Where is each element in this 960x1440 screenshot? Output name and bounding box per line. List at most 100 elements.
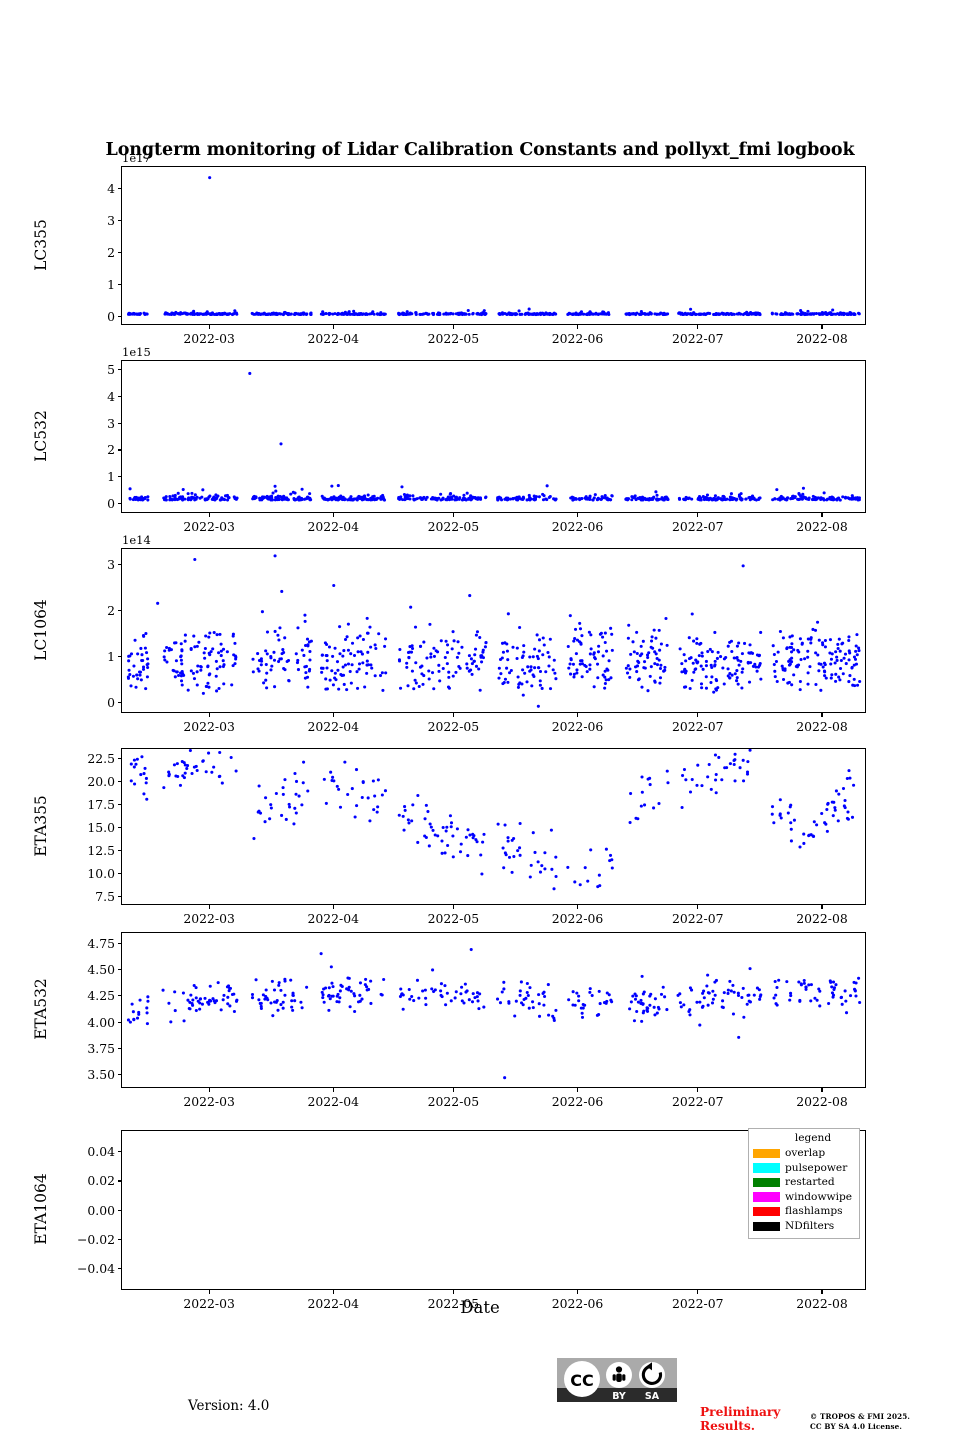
legend-swatch-ndfilters [753, 1221, 780, 1232]
y-tick-label: 2 [107, 244, 115, 260]
legend-label: windowwipe [785, 1190, 853, 1203]
x-tick-mark [208, 713, 210, 717]
y-tick-mark [117, 1209, 121, 1211]
copyright-notice: © TROPOS & FMI 2025. CC BY SA 4.0 Licens… [810, 1412, 910, 1433]
y-tick-label: 0.04 [87, 1144, 115, 1160]
x-tick-mark [332, 713, 334, 717]
y-axis-label-eta355: ETA355 [32, 794, 50, 857]
x-tick-mark [697, 325, 699, 329]
x-tick-mark [332, 325, 334, 329]
x-tick-label: 2022-05 [427, 911, 480, 926]
legend-item-flashlamps[interactable]: flashlamps [753, 1204, 855, 1219]
y-tick-label: −0.04 [77, 1260, 115, 1276]
y-tick-mark [117, 656, 121, 658]
legend-title: legend [794, 1132, 832, 1144]
y-tick-label: −0.02 [77, 1231, 115, 1247]
x-tick-label: 2022-07 [672, 1296, 724, 1311]
x-tick-mark [821, 713, 823, 717]
x-tick-label: 2022-06 [551, 519, 604, 534]
y-tick-label: 15.0 [87, 819, 115, 835]
legend-item-restarted[interactable]: restarted [753, 1175, 855, 1190]
y-tick-label: 3.75 [87, 1040, 115, 1056]
preliminary-line-1: Preliminary [700, 1405, 781, 1419]
axis-offset-text-lc355: 1e17 [122, 151, 151, 165]
legend-label: NDfilters [785, 1219, 835, 1232]
x-tick-label: 2022-04 [307, 519, 360, 534]
legend-swatch-windowwipe [753, 1192, 780, 1202]
y-tick-label: 20.0 [87, 773, 115, 789]
x-tick-label: 2022-03 [183, 1296, 235, 1311]
cc-glyph-text: CC [570, 1371, 593, 1390]
version-label: Version: 4.0 [188, 1398, 270, 1414]
legend-item-overlap[interactable]: overlap [753, 1146, 855, 1161]
y-tick-label: 5 [107, 361, 115, 377]
y-tick-label: 0 [107, 695, 115, 711]
panel-frame-lc355 [121, 166, 866, 325]
y-tick-mark [117, 995, 121, 997]
y-tick-label: 4.25 [87, 988, 115, 1004]
preliminary-results-note: Preliminary Results. [700, 1405, 780, 1433]
y-tick-mark [117, 476, 121, 478]
x-tick-label: 2022-07 [672, 1094, 724, 1109]
copyright-line-2: CC BY SA 4.0 License. [810, 1422, 903, 1432]
legend-label: flashlamps [785, 1205, 843, 1218]
x-axis-label: Date [460, 1298, 500, 1317]
x-tick-mark [697, 713, 699, 717]
x-tick-label: 2022-06 [551, 911, 604, 926]
y-tick-label: 0 [107, 308, 115, 324]
x-tick-label: 2022-07 [672, 719, 724, 734]
y-tick-label: 2 [107, 602, 115, 618]
x-tick-mark [452, 513, 454, 517]
y-tick-mark [117, 757, 121, 759]
y-tick-mark [117, 503, 121, 505]
y-tick-label: 17.5 [87, 796, 115, 812]
x-tick-mark [332, 905, 334, 909]
y-tick-mark [117, 1151, 121, 1153]
scatter-plot-lc1064 [126, 554, 862, 708]
x-tick-mark [697, 905, 699, 909]
x-tick-label: 2022-06 [551, 331, 604, 346]
x-tick-label: 2022-04 [307, 331, 360, 346]
axis-offset-text-lc532: 1e15 [122, 345, 151, 359]
y-tick-label: 10.0 [87, 866, 115, 882]
y-tick-mark [117, 702, 121, 704]
y-axis-label-eta1064: ETA1064 [32, 1173, 50, 1245]
x-tick-label: 2022-03 [183, 519, 235, 534]
legend-swatch-overlap [753, 1148, 780, 1159]
x-tick-mark [821, 325, 823, 329]
y-tick-mark [117, 1047, 121, 1049]
legend-swatch-restarted [753, 1177, 780, 1188]
x-tick-mark [208, 1290, 210, 1294]
legend-item-pulsepower[interactable]: pulsepower [753, 1161, 855, 1176]
scatter-plot-eta355 [129, 749, 856, 891]
y-tick-mark [117, 1238, 121, 1240]
x-tick-label: 2022-06 [551, 1094, 604, 1109]
x-tick-mark [452, 325, 454, 329]
x-tick-label: 2022-08 [796, 519, 848, 534]
y-tick-label: 3 [107, 556, 115, 572]
x-tick-mark [577, 325, 579, 329]
legend-item-ndfilters[interactable]: NDfilters [753, 1219, 855, 1234]
y-tick-mark [117, 1267, 121, 1269]
x-tick-mark [208, 905, 210, 909]
legend-item-windowwipe[interactable]: windowwipe [753, 1190, 855, 1205]
x-tick-label: 2022-04 [307, 1296, 360, 1311]
x-tick-mark [332, 1290, 334, 1294]
x-tick-label: 2022-05 [427, 1296, 480, 1311]
y-tick-mark [117, 315, 121, 317]
x-tick-label: 2022-03 [183, 719, 235, 734]
y-tick-mark [117, 395, 121, 397]
y-tick-mark [117, 780, 121, 782]
scatter-plot-lc355 [126, 176, 861, 317]
legend-label: restarted [785, 1176, 835, 1189]
x-tick-mark [452, 905, 454, 909]
panel-frame-lc1064 [121, 548, 866, 713]
legend: legend overlap pulsepower restarted windoww… [748, 1128, 860, 1239]
x-tick-mark [208, 513, 210, 517]
x-tick-label: 2022-03 [183, 1094, 235, 1109]
legend-label: pulsepower [785, 1161, 848, 1174]
x-tick-label: 2022-04 [307, 1094, 360, 1109]
y-tick-label: 1 [107, 649, 115, 665]
x-tick-label: 2022-08 [796, 1094, 848, 1109]
x-tick-mark [577, 713, 579, 717]
